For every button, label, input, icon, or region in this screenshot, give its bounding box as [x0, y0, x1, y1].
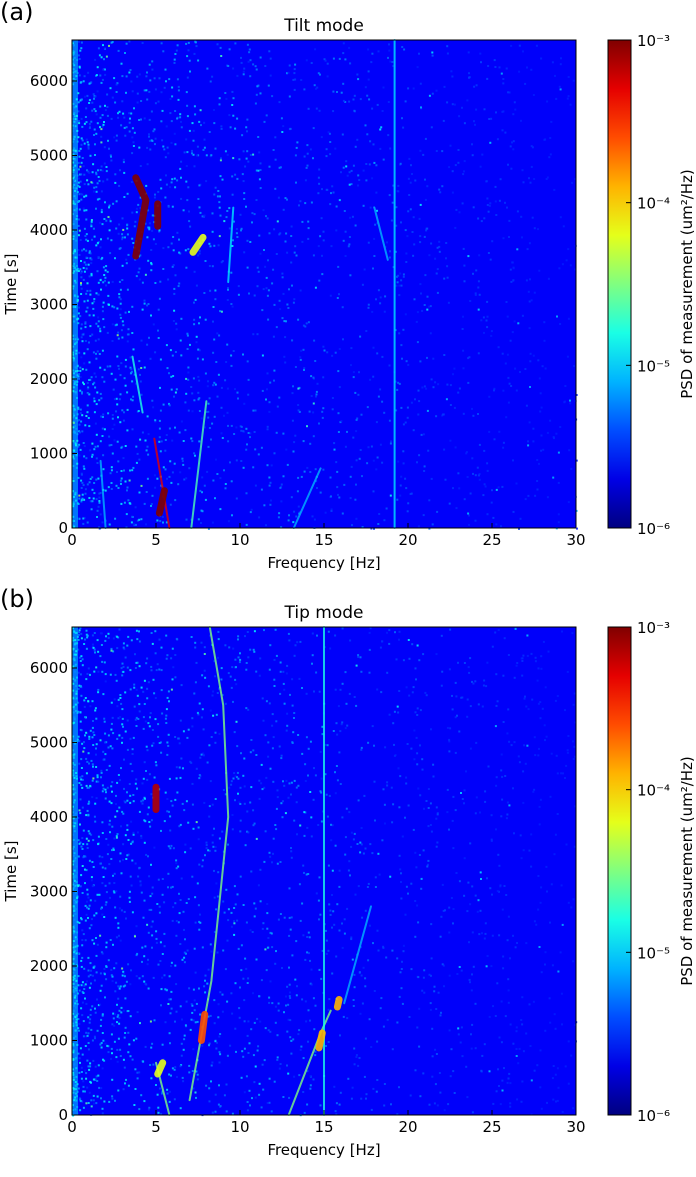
y-tick-label: 6000	[30, 659, 68, 677]
spectral-blob-7	[319, 1033, 322, 1048]
colorbar-tick-label: 10⁻⁶	[637, 1107, 670, 1125]
x-axis-label: Frequency [Hz]	[267, 554, 380, 572]
y-tick-label: 3000	[30, 882, 68, 900]
spectral-blob-6	[201, 1014, 204, 1040]
colorbar-tick-label: 10⁻⁵	[637, 357, 670, 375]
x-tick-label: 10	[230, 531, 249, 549]
y-tick-label: 0	[58, 519, 68, 537]
x-tick-label: 30	[566, 531, 585, 549]
y-tick-label: 6000	[30, 72, 68, 90]
x-tick-label: 15	[314, 1118, 333, 1136]
y-axis-label: Time [s]	[2, 254, 20, 316]
x-tick-label: 0	[67, 531, 77, 549]
y-tick-label: 1000	[30, 1031, 68, 1049]
panel-0-svg: 0 5 10 15 20 25 30 0 1000 2000 3000 4000 5000 6000 Til…	[0, 0, 696, 586]
colorbar-label: PSD of measurement (um²/Hz)	[678, 756, 696, 986]
y-tick-label: 0	[58, 1106, 68, 1124]
colorbar-tick-label: 10⁻⁵	[637, 944, 670, 962]
panel-label: (a)	[0, 0, 33, 26]
chart-title: Tip mode	[284, 603, 364, 623]
x-tick-label: 20	[398, 531, 417, 549]
colorbar-label: PSD of measurement (um²/Hz)	[678, 169, 696, 399]
y-tick-label: 4000	[30, 221, 68, 239]
colorbar-tick-label: 10⁻³	[637, 619, 670, 637]
x-tick-label: 20	[398, 1118, 417, 1136]
y-tick-label: 5000	[30, 146, 68, 164]
x-tick-label: 5	[151, 1118, 161, 1136]
y-tick-label: 5000	[30, 733, 68, 751]
x-tick-label: 25	[482, 1118, 501, 1136]
low-frequency-band	[72, 40, 78, 528]
spectrogram-panel-b: 0 5 10 15 20 25 30 0 1000 2000 3000 4000 5000 6000 Tip…	[0, 587, 696, 1173]
colorbar-tick-label: 10⁻⁴	[637, 195, 670, 213]
y-tick-label: 3000	[30, 295, 68, 313]
colorbar	[608, 40, 631, 528]
x-tick-label: 30	[566, 1118, 585, 1136]
x-tick-label: 0	[67, 1118, 77, 1136]
chart-title: Tilt mode	[283, 16, 364, 36]
x-axis-label: Frequency [Hz]	[267, 1141, 380, 1159]
x-tick-label: 5	[151, 531, 161, 549]
y-tick-label: 2000	[30, 370, 68, 388]
panel-1-svg: 0 5 10 15 20 25 30 0 1000 2000 3000 4000 5000 6000 Tip…	[0, 587, 696, 1173]
spectral-blob-11	[159, 491, 164, 513]
x-tick-label: 15	[314, 531, 333, 549]
x-tick-label: 25	[482, 531, 501, 549]
spectrogram-panel-a: 0 5 10 15 20 25 30 0 1000 2000 3000 4000 5000 6000 Til…	[0, 0, 696, 586]
y-axis-label: Time [s]	[2, 841, 20, 903]
y-tick-label: 2000	[30, 957, 68, 975]
colorbar-tick-label: 10⁻⁴	[637, 782, 670, 800]
y-tick-label: 1000	[30, 444, 68, 462]
y-tick-label: 4000	[30, 808, 68, 826]
low-frequency-band	[72, 627, 78, 1115]
spectral-blob-9	[158, 1063, 163, 1074]
x-tick-label: 10	[230, 1118, 249, 1136]
colorbar	[608, 627, 631, 1115]
colorbar-tick-label: 10⁻³	[637, 32, 670, 50]
spectral-blob-8	[337, 1000, 339, 1008]
colorbar-tick-label: 10⁻⁶	[637, 520, 670, 538]
panel-label: (b)	[0, 587, 34, 613]
